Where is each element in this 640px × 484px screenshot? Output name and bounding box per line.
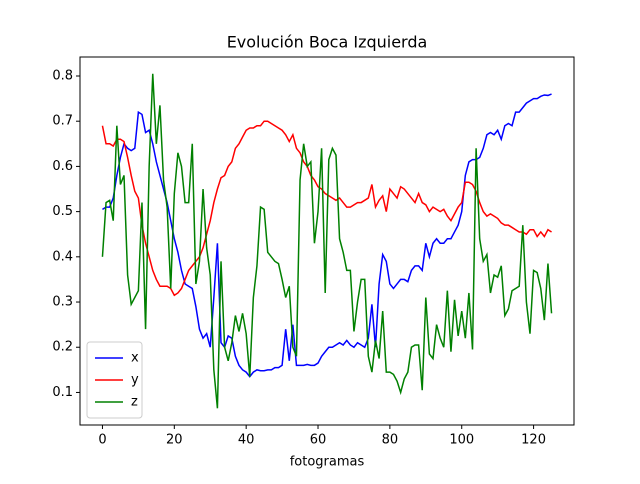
y-tick-label: 0.5 (52, 204, 73, 219)
legend-label: y (131, 373, 139, 388)
legend-label: z (131, 395, 138, 410)
y-tick-label: 0.4 (52, 249, 73, 264)
x-tick-label: 120 (521, 433, 546, 448)
chart-title: Evolución Boca Izquierda (227, 33, 428, 52)
x-tick-label: 60 (310, 433, 327, 448)
y-tick-label: 0.6 (52, 159, 73, 174)
y-tick-label: 0.3 (52, 295, 73, 310)
x-tick-label: 40 (238, 433, 255, 448)
x-tick-label: 80 (382, 433, 399, 448)
y-tick-label: 0.2 (52, 340, 73, 355)
x-tick-label: 0 (98, 433, 106, 448)
data-line (101, 73, 553, 409)
data-line (101, 120, 552, 297)
x-tick-label: 20 (166, 433, 183, 448)
plot-frame (79, 56, 575, 426)
x-axis-label: fotogramas (290, 455, 365, 470)
legend-label: x (131, 351, 139, 366)
y-tick-label: 0.7 (52, 114, 73, 129)
y-tick-label: 0.1 (52, 385, 73, 400)
y-tick-label: 0.8 (52, 68, 73, 83)
x-tick-label: 100 (449, 433, 474, 448)
